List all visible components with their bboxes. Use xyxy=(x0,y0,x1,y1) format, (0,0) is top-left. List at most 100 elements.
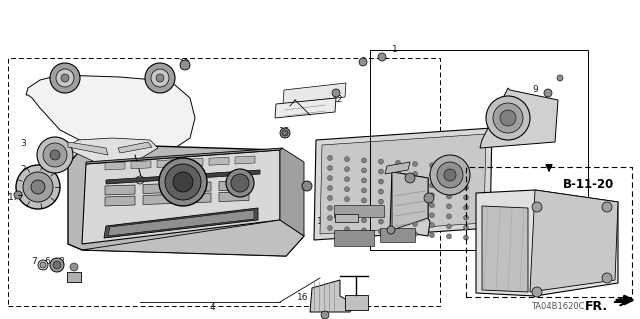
Circle shape xyxy=(463,225,468,230)
Circle shape xyxy=(444,169,456,181)
Circle shape xyxy=(378,169,383,174)
Polygon shape xyxy=(106,170,260,184)
Circle shape xyxy=(463,235,468,240)
Circle shape xyxy=(447,184,451,189)
Polygon shape xyxy=(143,195,173,204)
Circle shape xyxy=(328,205,333,211)
Circle shape xyxy=(362,188,367,193)
Circle shape xyxy=(280,128,290,138)
Text: B-11-20: B-11-20 xyxy=(563,177,614,190)
Polygon shape xyxy=(482,206,528,292)
Circle shape xyxy=(413,172,417,176)
Text: 4: 4 xyxy=(209,302,215,311)
Circle shape xyxy=(447,204,451,209)
Circle shape xyxy=(328,186,333,190)
Circle shape xyxy=(532,287,542,297)
Circle shape xyxy=(602,202,612,212)
Circle shape xyxy=(328,226,333,231)
Polygon shape xyxy=(82,220,304,256)
Circle shape xyxy=(378,229,383,234)
Circle shape xyxy=(50,258,64,272)
Text: FR.: FR. xyxy=(584,300,607,313)
Polygon shape xyxy=(26,75,195,155)
Polygon shape xyxy=(219,181,249,190)
Circle shape xyxy=(447,194,451,199)
Polygon shape xyxy=(476,190,618,296)
Circle shape xyxy=(23,172,53,202)
Circle shape xyxy=(378,189,383,194)
Bar xyxy=(8,58,440,306)
Circle shape xyxy=(378,199,383,204)
Circle shape xyxy=(463,215,468,220)
Text: 13: 13 xyxy=(300,181,312,189)
Polygon shape xyxy=(65,138,158,162)
Text: 14: 14 xyxy=(317,218,329,226)
Circle shape xyxy=(493,103,523,133)
Circle shape xyxy=(405,173,415,183)
Polygon shape xyxy=(104,208,258,238)
Circle shape xyxy=(156,74,164,82)
Polygon shape xyxy=(390,172,430,236)
Circle shape xyxy=(14,191,22,199)
Circle shape xyxy=(359,58,367,66)
Text: 6: 6 xyxy=(44,257,50,266)
Circle shape xyxy=(463,205,468,210)
Circle shape xyxy=(61,74,69,82)
Circle shape xyxy=(378,159,383,164)
Polygon shape xyxy=(183,159,203,167)
Circle shape xyxy=(321,311,329,319)
Polygon shape xyxy=(392,172,428,230)
Circle shape xyxy=(70,263,78,271)
Circle shape xyxy=(344,197,349,202)
Circle shape xyxy=(429,193,435,198)
Circle shape xyxy=(56,69,74,87)
Polygon shape xyxy=(480,88,558,148)
Text: 9: 9 xyxy=(333,88,339,98)
Polygon shape xyxy=(105,196,135,206)
Circle shape xyxy=(413,221,417,226)
Circle shape xyxy=(378,53,386,61)
Circle shape xyxy=(463,195,468,200)
Polygon shape xyxy=(314,128,492,240)
Polygon shape xyxy=(275,98,336,118)
Circle shape xyxy=(557,75,563,81)
Polygon shape xyxy=(68,144,304,256)
Circle shape xyxy=(463,165,468,170)
Text: 2: 2 xyxy=(20,166,26,174)
Circle shape xyxy=(31,180,45,194)
Circle shape xyxy=(413,191,417,197)
Circle shape xyxy=(151,69,169,87)
Text: 14: 14 xyxy=(380,167,390,176)
Circle shape xyxy=(344,167,349,172)
Text: 7: 7 xyxy=(31,257,37,266)
Circle shape xyxy=(544,89,552,97)
Circle shape xyxy=(282,130,288,136)
Circle shape xyxy=(328,155,333,160)
Circle shape xyxy=(328,196,333,201)
Polygon shape xyxy=(105,185,135,195)
Circle shape xyxy=(362,198,367,203)
Circle shape xyxy=(344,157,349,162)
Polygon shape xyxy=(82,150,280,244)
Circle shape xyxy=(362,158,367,163)
Polygon shape xyxy=(86,148,282,164)
Polygon shape xyxy=(105,162,125,170)
Bar xyxy=(334,230,374,246)
Circle shape xyxy=(387,226,395,234)
Bar xyxy=(380,228,415,242)
Circle shape xyxy=(396,170,401,175)
Circle shape xyxy=(437,162,463,188)
Circle shape xyxy=(344,227,349,232)
Circle shape xyxy=(396,180,401,185)
Circle shape xyxy=(226,169,254,197)
Circle shape xyxy=(429,173,435,178)
Text: 5: 5 xyxy=(172,235,178,244)
Circle shape xyxy=(344,207,349,212)
Circle shape xyxy=(43,143,67,167)
Circle shape xyxy=(447,164,451,169)
Text: 3: 3 xyxy=(20,138,26,147)
Circle shape xyxy=(332,89,340,97)
Polygon shape xyxy=(68,142,108,155)
Circle shape xyxy=(463,185,468,190)
Text: 17: 17 xyxy=(8,192,20,202)
